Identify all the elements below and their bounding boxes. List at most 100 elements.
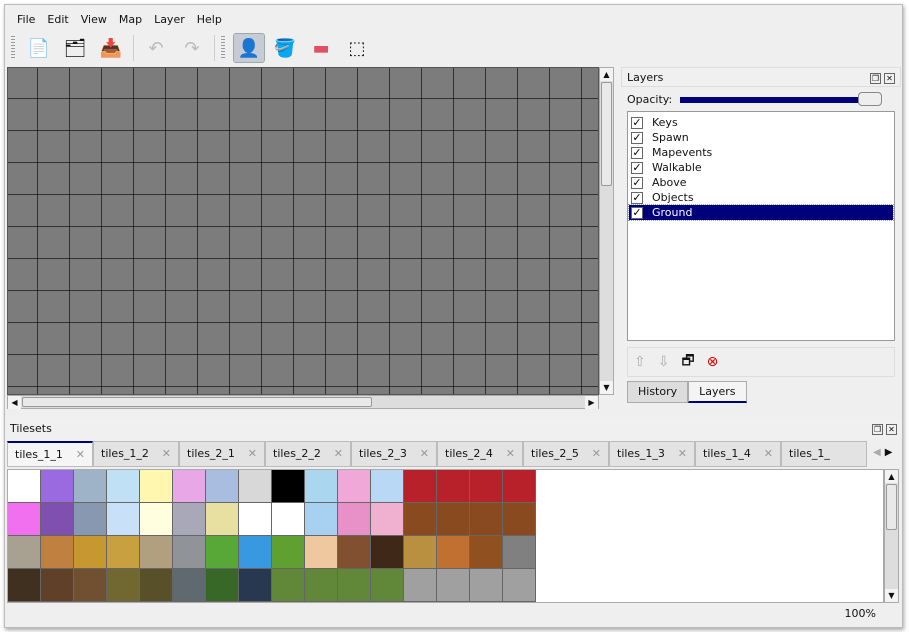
tile[interactable] — [404, 569, 437, 602]
float-icon[interactable]: ❐ — [870, 73, 881, 84]
layer-row[interactable]: ✓ Ground — [628, 204, 894, 221]
tile[interactable] — [470, 536, 503, 569]
layer-row[interactable]: ✓ Above — [629, 175, 893, 190]
tile[interactable] — [239, 569, 272, 602]
tile[interactable] — [8, 503, 41, 536]
close-tab-icon[interactable]: ✕ — [247, 447, 257, 460]
tile[interactable] — [338, 503, 371, 536]
menu-help[interactable]: Help — [196, 13, 222, 26]
close-tab-icon[interactable]: ✕ — [419, 447, 429, 460]
tile[interactable] — [140, 536, 173, 569]
tile[interactable] — [140, 503, 173, 536]
tile[interactable] — [272, 536, 305, 569]
map-vertical-scrollbar[interactable]: ▲ ▼ — [599, 67, 614, 395]
tile[interactable] — [404, 470, 437, 503]
tile[interactable] — [305, 536, 338, 569]
tile[interactable] — [173, 503, 206, 536]
tile[interactable] — [41, 470, 74, 503]
tile[interactable] — [503, 470, 536, 503]
tile[interactable] — [107, 569, 140, 602]
scroll-down-icon[interactable]: ▼ — [885, 589, 898, 602]
bucket-fill-icon[interactable]: 🪣 — [273, 37, 297, 59]
tile[interactable] — [272, 503, 305, 536]
tileset-tab[interactable]: tiles_2_3 ✕ — [351, 441, 437, 467]
tile[interactable] — [74, 536, 107, 569]
layer-row[interactable]: ✓ Spawn — [629, 130, 893, 145]
tile[interactable] — [140, 470, 173, 503]
tile[interactable] — [272, 470, 305, 503]
tile[interactable] — [305, 470, 338, 503]
tile[interactable] — [173, 470, 206, 503]
map-horizontal-scrollbar[interactable]: ◀ ▶ — [7, 395, 599, 409]
undo-icon[interactable]: ↶ — [148, 37, 164, 59]
close-tab-icon[interactable]: ✕ — [75, 448, 85, 461]
map-canvas[interactable] — [7, 67, 599, 395]
save-icon[interactable]: 📥 — [99, 37, 123, 59]
tile[interactable] — [107, 536, 140, 569]
scroll-thumb[interactable] — [22, 397, 372, 407]
tile[interactable] — [371, 503, 404, 536]
tile[interactable] — [338, 569, 371, 602]
close-tab-icon[interactable]: ✕ — [763, 447, 773, 460]
tile[interactable] — [107, 503, 140, 536]
scroll-up-icon[interactable]: ▲ — [885, 470, 898, 483]
tile[interactable] — [404, 536, 437, 569]
tile[interactable] — [8, 569, 41, 602]
lower-layer-icon[interactable]: ⇩ — [657, 354, 670, 370]
tileset-view[interactable] — [7, 469, 884, 603]
layer-row[interactable]: ✓ Objects — [629, 190, 893, 205]
duplicate-layer-icon[interactable]: 🗗 — [681, 353, 695, 369]
close-tab-icon[interactable]: ✕ — [591, 447, 601, 460]
tile[interactable] — [206, 536, 239, 569]
tile[interactable] — [470, 470, 503, 503]
toolbar-grip[interactable] — [221, 36, 225, 60]
visibility-checkbox[interactable]: ✓ — [631, 130, 643, 144]
close-tab-icon[interactable]: ✕ — [505, 447, 515, 460]
tile[interactable] — [239, 470, 272, 503]
tab-history[interactable]: History — [627, 381, 689, 403]
close-tab-icon[interactable]: ✕ — [333, 447, 343, 460]
tile[interactable] — [503, 536, 536, 569]
tile[interactable] — [272, 569, 305, 602]
tile[interactable] — [371, 569, 404, 602]
rect-select-icon[interactable]: ⬚ — [348, 37, 366, 59]
tile[interactable] — [470, 503, 503, 536]
tileset-tab[interactable]: tiles_2_5 ✕ — [523, 441, 609, 467]
tile[interactable] — [503, 503, 536, 536]
layer-row[interactable]: ✓ Keys — [629, 115, 893, 130]
eraser-icon[interactable]: ▬ — [312, 37, 330, 59]
opacity-slider[interactable] — [680, 91, 883, 106]
tile[interactable] — [41, 536, 74, 569]
tileset-tab[interactable]: tiles_1_2 ✕ — [93, 441, 179, 467]
redo-icon[interactable]: ↷ — [184, 37, 200, 59]
tile[interactable] — [305, 503, 338, 536]
scroll-thumb[interactable] — [886, 484, 897, 530]
tile[interactable] — [8, 536, 41, 569]
float-icon[interactable]: ❐ — [872, 424, 883, 435]
scroll-right-icon[interactable]: ▶ — [585, 396, 598, 409]
tab-layers[interactable]: Layers — [688, 381, 747, 403]
tileset-tab[interactable]: tiles_2_1 ✕ — [179, 441, 265, 467]
layer-row[interactable]: ✓ Mapevents — [629, 145, 893, 160]
slider-handle[interactable] — [858, 91, 883, 106]
tile[interactable] — [41, 569, 74, 602]
tile[interactable] — [173, 536, 206, 569]
close-icon[interactable]: ✕ — [886, 424, 897, 435]
tile[interactable] — [140, 569, 173, 602]
tile[interactable] — [371, 470, 404, 503]
tileset-tab[interactable]: tiles_2_2 ✕ — [265, 441, 351, 467]
close-tab-icon[interactable]: ✕ — [677, 447, 687, 460]
tile[interactable] — [206, 470, 239, 503]
tile[interactable] — [338, 536, 371, 569]
tile[interactable] — [74, 569, 107, 602]
stamp-brush-icon[interactable]: 👤 — [233, 33, 265, 63]
menu-file[interactable]: File — [17, 13, 36, 26]
menu-edit[interactable]: Edit — [47, 13, 69, 26]
visibility-checkbox[interactable]: ✓ — [631, 190, 643, 204]
visibility-checkbox[interactable]: ✓ — [631, 115, 643, 129]
tileset-tab[interactable]: tiles_1_4 ✕ — [695, 441, 781, 467]
tile[interactable] — [371, 536, 404, 569]
tile[interactable] — [470, 569, 503, 602]
tile[interactable] — [239, 536, 272, 569]
visibility-checkbox[interactable]: ✓ — [631, 205, 643, 219]
